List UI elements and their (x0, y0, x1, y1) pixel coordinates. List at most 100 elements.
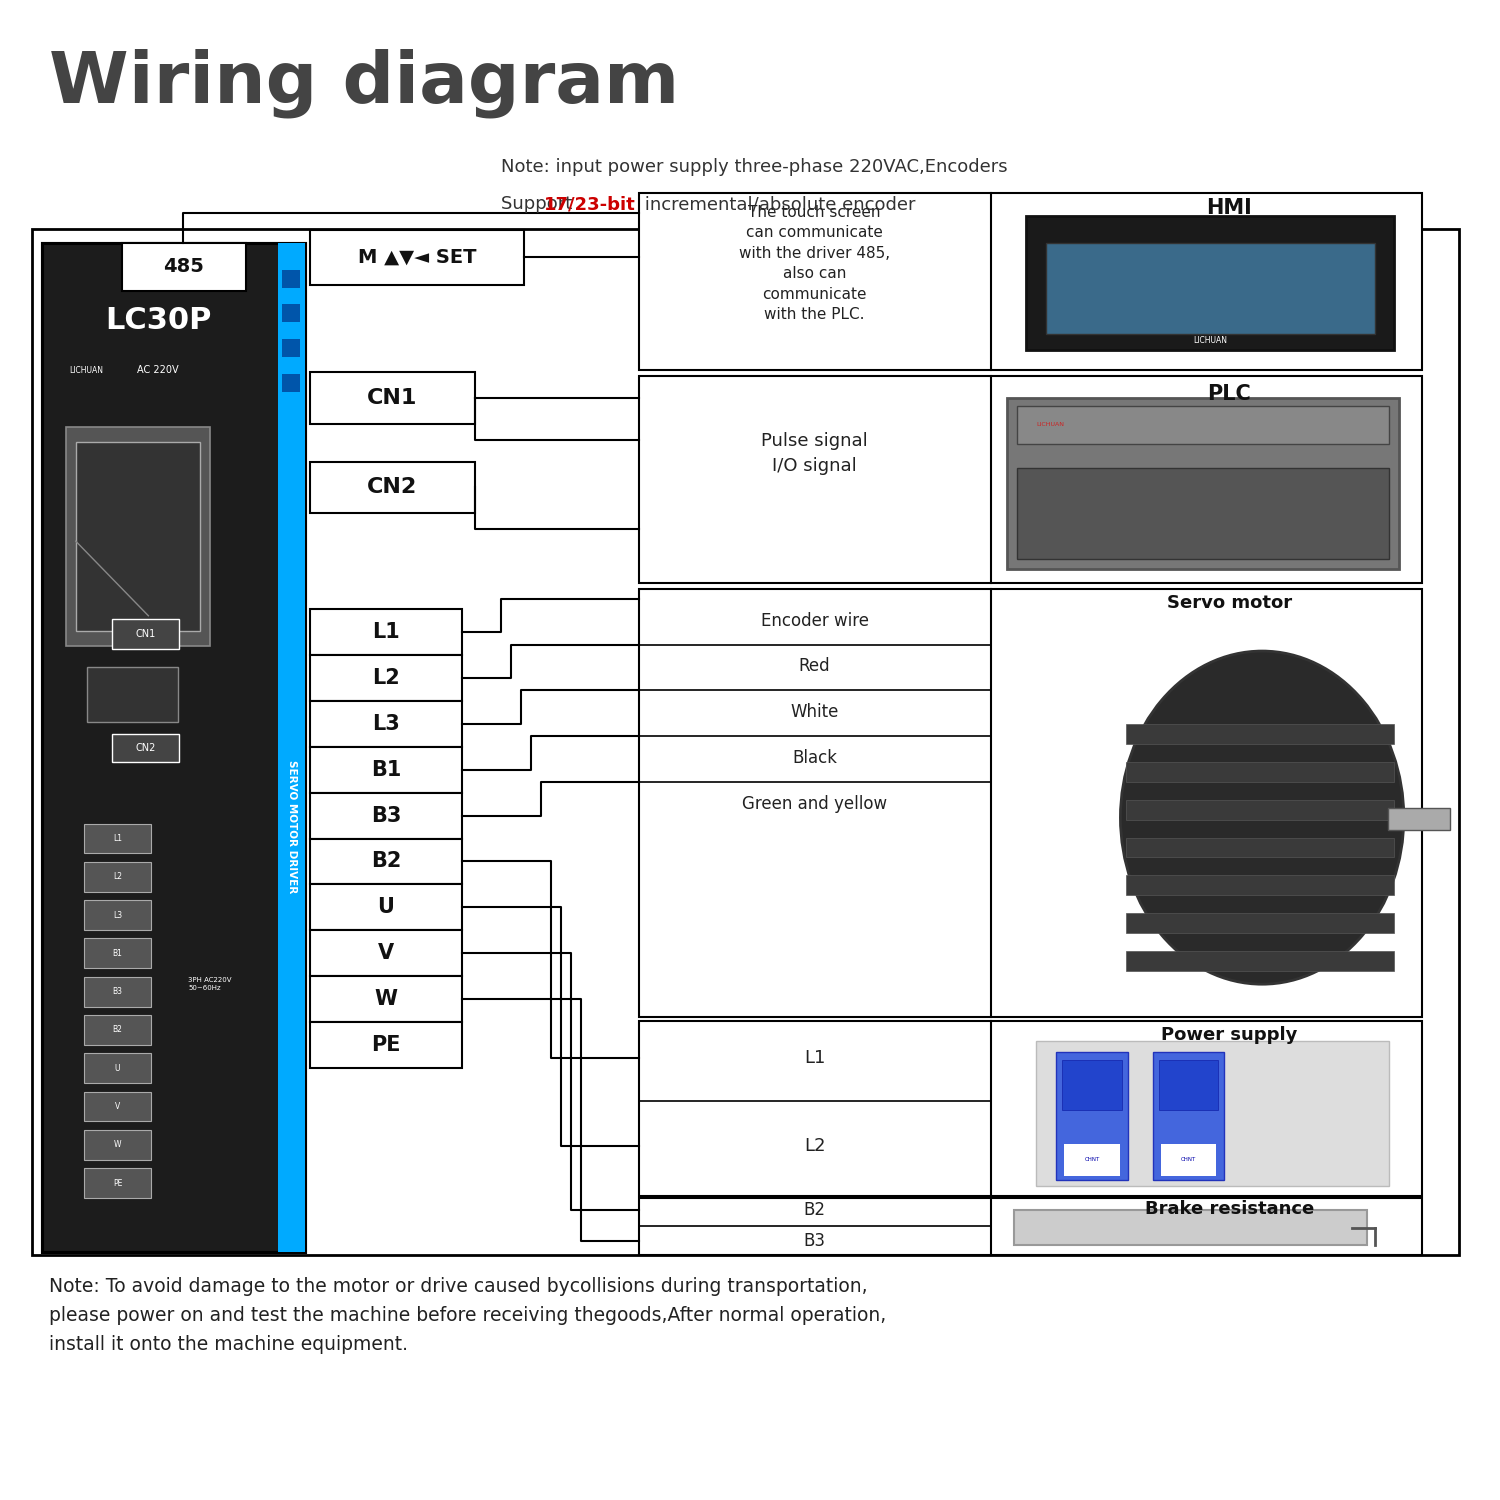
Text: Note: input power supply three-phase 220VAC,Encoders: Note: input power supply three-phase 220… (501, 159, 1008, 177)
Text: White: White (790, 704, 838, 722)
Text: CN2: CN2 (135, 742, 156, 753)
Text: B1: B1 (370, 759, 400, 780)
Text: PE: PE (372, 1035, 400, 1056)
Bar (1126, 762, 1395, 782)
Text: LICHUAN: LICHUAN (69, 366, 104, 375)
Bar (87, 668, 178, 722)
Bar (1017, 406, 1389, 444)
Bar (310, 885, 462, 930)
Text: W: W (114, 1140, 122, 1149)
Text: 3PH AC220V
50~60Hz: 3PH AC220V 50~60Hz (188, 976, 231, 990)
Text: CN2: CN2 (368, 477, 417, 498)
Text: Servo motor: Servo motor (1167, 594, 1292, 612)
Text: V: V (116, 1102, 120, 1112)
Bar (310, 747, 462, 792)
Bar (282, 304, 300, 322)
Bar (310, 462, 474, 513)
Bar (639, 1197, 1422, 1256)
Text: PLC: PLC (1208, 384, 1251, 404)
Bar (639, 194, 1422, 370)
Text: U: U (116, 1064, 120, 1072)
Bar (84, 862, 152, 891)
Bar (1007, 398, 1400, 568)
Text: M ▲▼◄ SET: M ▲▼◄ SET (357, 248, 476, 267)
Bar (1056, 1053, 1128, 1179)
Bar (1158, 1060, 1218, 1110)
Text: W: W (375, 990, 398, 1010)
Text: LICHUAN: LICHUAN (1194, 336, 1227, 345)
Bar (310, 839, 462, 885)
Bar (282, 270, 300, 288)
Text: CHNT: CHNT (1084, 1156, 1100, 1162)
Bar (1064, 1144, 1120, 1176)
Bar (84, 1130, 152, 1160)
Text: Support: Support (501, 195, 579, 213)
Text: PE: PE (112, 1179, 122, 1188)
Text: Red: Red (800, 657, 831, 675)
Bar (42, 243, 306, 1252)
Text: U: U (378, 897, 394, 918)
Bar (1126, 724, 1395, 744)
Bar (1017, 468, 1389, 560)
Bar (310, 654, 462, 700)
Bar (310, 372, 474, 424)
Text: L2: L2 (372, 668, 400, 687)
Text: L1: L1 (804, 1050, 825, 1068)
Bar (84, 1053, 152, 1083)
Bar (84, 976, 152, 1006)
Text: B3: B3 (804, 1233, 825, 1251)
Bar (1152, 1053, 1224, 1179)
Text: L2: L2 (804, 1137, 825, 1155)
Bar (278, 243, 306, 1252)
Text: CHNT: CHNT (1180, 1156, 1196, 1162)
Bar (1389, 807, 1450, 830)
Ellipse shape (1120, 651, 1404, 984)
Bar (1047, 243, 1374, 334)
Text: 17/23-bit: 17/23-bit (544, 195, 636, 213)
Bar (1126, 876, 1395, 896)
Text: B2: B2 (112, 1026, 123, 1035)
Text: L1: L1 (112, 834, 122, 843)
Bar (84, 1092, 152, 1122)
Bar (310, 976, 462, 1023)
Text: L3: L3 (112, 910, 122, 920)
Bar (111, 734, 178, 762)
Text: CN1: CN1 (368, 388, 417, 408)
Bar (1062, 1060, 1122, 1110)
Text: B3: B3 (112, 987, 123, 996)
Text: HMI: HMI (1206, 198, 1252, 217)
Bar (84, 824, 152, 854)
Bar (1126, 837, 1395, 858)
Bar (310, 1023, 462, 1068)
Bar (310, 609, 462, 654)
Text: Wiring diagram: Wiring diagram (50, 50, 680, 118)
Bar (1036, 1041, 1389, 1185)
Text: 485: 485 (162, 256, 204, 276)
Text: Pulse signal
I/O signal: Pulse signal I/O signal (762, 432, 868, 476)
Bar (1126, 951, 1395, 970)
Text: L1: L1 (372, 622, 400, 642)
Bar (1126, 800, 1395, 819)
Text: L3: L3 (372, 714, 400, 734)
Text: AC 220V: AC 220V (138, 364, 178, 375)
Bar (639, 376, 1422, 584)
Bar (1161, 1144, 1216, 1176)
Bar (639, 590, 1422, 1017)
Text: SERVO MOTOR DRIVER: SERVO MOTOR DRIVER (286, 760, 297, 894)
Bar (310, 792, 462, 838)
Bar (84, 900, 152, 930)
Text: B1: B1 (112, 950, 123, 958)
Text: B2: B2 (804, 1202, 825, 1219)
Text: Green and yellow: Green and yellow (742, 795, 886, 813)
Text: Brake resistance: Brake resistance (1144, 1200, 1314, 1218)
Bar (282, 339, 300, 357)
Text: B2: B2 (370, 852, 400, 871)
Bar (122, 243, 246, 291)
Bar (66, 427, 210, 645)
Text: LICHUAN: LICHUAN (1036, 423, 1065, 427)
Text: Black: Black (792, 748, 837, 766)
Bar (111, 618, 178, 648)
Bar (84, 1016, 152, 1046)
Text: CN1: CN1 (135, 628, 156, 639)
Bar (282, 374, 300, 392)
